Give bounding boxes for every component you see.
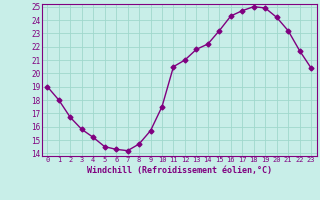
- X-axis label: Windchill (Refroidissement éolien,°C): Windchill (Refroidissement éolien,°C): [87, 166, 272, 175]
